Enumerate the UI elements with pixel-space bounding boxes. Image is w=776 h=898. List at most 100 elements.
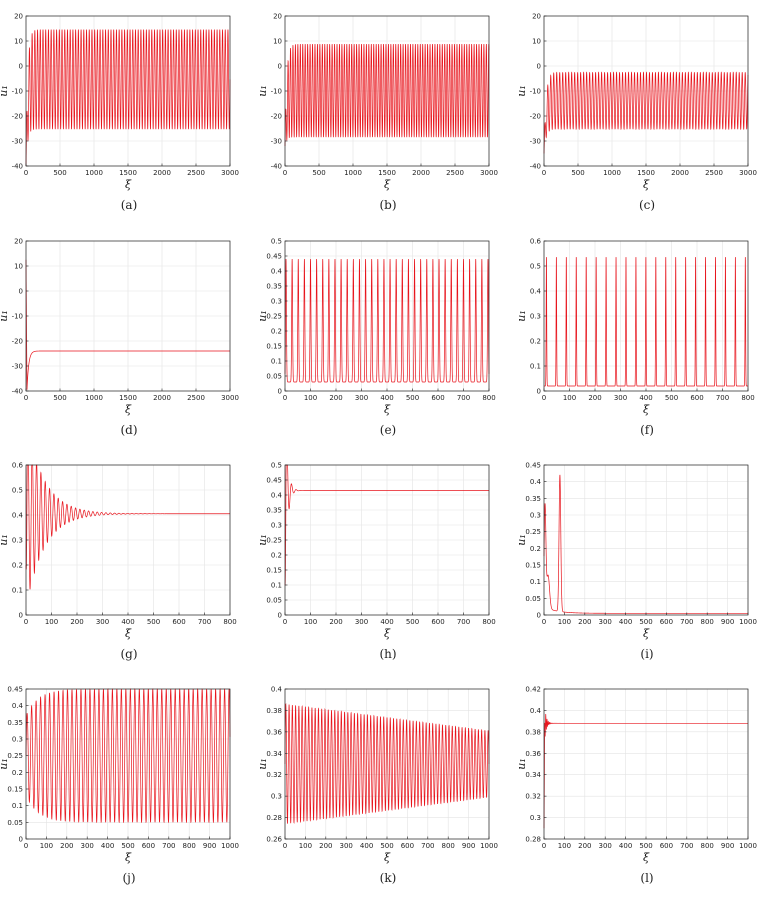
y-tick-label: -40 xyxy=(271,163,282,171)
x-tick-label: 500 xyxy=(406,618,419,626)
x-tick-label: 2500 xyxy=(446,169,464,177)
x-tick-label: 500 xyxy=(639,842,652,850)
y-tick-label: 0.5 xyxy=(271,238,282,246)
x-tick-label: 200 xyxy=(588,394,601,402)
x-tick-label: 700 xyxy=(457,618,470,626)
x-tick-label: 100 xyxy=(45,618,58,626)
y-tick-label: 0.3 xyxy=(271,522,282,530)
x-tick-label: 0 xyxy=(542,394,546,402)
x-axis-label: ξ xyxy=(384,627,391,640)
chart-svg-l: 0 100 200 300 400 500 600 700 800 900 1000 0.28 0.3 0… xyxy=(515,686,757,865)
x-tick-label: 0 xyxy=(24,169,28,177)
y-tick-label: 0 xyxy=(537,612,541,620)
series-line-f-0 xyxy=(544,257,748,387)
y-tick-label: 0.15 xyxy=(525,562,541,570)
y-tick-label: 0.5 xyxy=(271,462,282,470)
panel-caption: (a) xyxy=(120,198,138,212)
y-tick-label: 0.6 xyxy=(530,238,542,246)
y-tick-label: 0.2 xyxy=(530,338,541,346)
y-tick-label: 0.05 xyxy=(266,373,282,381)
x-tick-label: 500 xyxy=(53,169,66,177)
y-tick-label: -40 xyxy=(530,163,541,171)
series-line-l-0 xyxy=(543,713,748,829)
x-tick-label: 1000 xyxy=(344,169,362,177)
chart-panel-f: 0 100 200 300 400 500 600 700 800 0 0.1 0.2 0.3 0.4 0.… xyxy=(515,225,776,449)
y-tick-label: 10 xyxy=(273,38,282,46)
x-tick-label: 600 xyxy=(401,842,414,850)
chart-svg-a: 0 500 1000 1500 2000 2500 3000 -40 -30 -20 -10 0 10 2… xyxy=(0,13,239,192)
y-tick-label: 0.4 xyxy=(530,288,542,296)
x-tick-label: 0 xyxy=(24,394,28,402)
y-tick-label: 0.25 xyxy=(7,752,23,760)
y-tick-label: 0.36 xyxy=(266,728,282,736)
y-tick-label: 0.15 xyxy=(7,786,23,794)
y-tick-label: 0.1 xyxy=(530,578,541,586)
x-tick-label: 200 xyxy=(578,842,591,850)
y-axis-label: u₁ xyxy=(515,758,528,770)
x-axis-label: ξ xyxy=(643,178,650,191)
x-tick-label: 500 xyxy=(639,618,652,626)
x-axis-label: ξ xyxy=(643,851,650,864)
series-line-d-0 xyxy=(25,259,230,390)
x-tick-label: 1000 xyxy=(739,618,757,626)
x-tick-label: 900 xyxy=(721,842,734,850)
x-tick-label: 3000 xyxy=(221,394,239,402)
y-tick-label: 0.3 xyxy=(530,814,541,822)
chart-svg-b: 0 500 1000 1500 2000 2500 3000 -40 -30 -20 -10 0 10 2… xyxy=(256,13,498,192)
series-line-b-0 xyxy=(284,43,490,147)
y-tick-label: 0.45 xyxy=(266,477,282,485)
y-tick-label: -30 xyxy=(12,363,23,371)
x-tick-label: 0 xyxy=(24,618,28,626)
x-tick-label: 2000 xyxy=(412,169,430,177)
panel-caption: (f) xyxy=(640,423,654,437)
panel-caption: (l) xyxy=(640,871,654,885)
chart-svg-j: 0 100 200 300 400 500 600 700 800 900 1000 0 0.05 0.1… xyxy=(0,686,239,865)
x-tick-label: 1000 xyxy=(85,394,103,402)
y-tick-label: -30 xyxy=(271,138,282,146)
chart-svg-k: 0 100 200 300 400 500 600 700 800 900 1000 0.26 0.28… xyxy=(256,686,498,865)
x-tick-label: 800 xyxy=(442,842,455,850)
y-tick-label: 0.6 xyxy=(12,462,24,470)
y-tick-label: 10 xyxy=(14,263,23,271)
x-tick-label: 2500 xyxy=(187,394,205,402)
x-tick-label: 800 xyxy=(482,618,495,626)
x-tick-label: 600 xyxy=(431,618,444,626)
y-tick-label: 0.2 xyxy=(530,545,541,553)
y-tick-label: 0 xyxy=(19,288,23,296)
x-tick-label: 200 xyxy=(578,618,591,626)
x-tick-label: 300 xyxy=(355,618,368,626)
y-tick-label: 0.05 xyxy=(7,819,23,827)
y-tick-label: -10 xyxy=(12,313,23,321)
chart-panel-j: 0 100 200 300 400 500 600 700 800 900 1000 0 0.05 0.1… xyxy=(0,673,258,897)
y-tick-label: 0.45 xyxy=(266,253,282,261)
x-axis-label: ξ xyxy=(384,178,391,191)
x-tick-label: 800 xyxy=(223,618,236,626)
y-tick-label: 0.3 xyxy=(530,313,541,321)
y-tick-label: 0.32 xyxy=(266,771,282,779)
panel-caption: (d) xyxy=(120,423,138,437)
y-tick-label: -20 xyxy=(530,113,541,121)
y-tick-label: 20 xyxy=(532,13,541,21)
x-tick-label: 3000 xyxy=(739,169,757,177)
x-tick-label: 100 xyxy=(299,842,312,850)
x-tick-label: 2000 xyxy=(153,169,171,177)
y-tick-label: 0.5 xyxy=(12,487,23,495)
x-tick-label: 2500 xyxy=(187,169,205,177)
y-tick-label: 0.1 xyxy=(12,587,23,595)
y-axis-label: u₁ xyxy=(0,534,10,546)
series-line-g-0 xyxy=(25,464,230,590)
chart-svg-c: 0 500 1000 1500 2000 2500 3000 -40 -30 -20 -10 0 10 2… xyxy=(515,13,757,192)
y-tick-label: 0.05 xyxy=(525,595,541,603)
chart-panel-d: 0 500 1000 1500 2000 2500 3000 -40 -30 -20 -10 0 10 2… xyxy=(0,225,258,449)
x-tick-label: 900 xyxy=(721,618,734,626)
x-tick-label: 900 xyxy=(462,842,475,850)
chart-svg-h: 0 100 200 300 400 500 600 700 800 0 0.05 0.1 0.15 0.2… xyxy=(256,462,496,641)
x-tick-label: 700 xyxy=(680,842,693,850)
x-tick-label: 400 xyxy=(380,618,393,626)
x-tick-label: 300 xyxy=(599,618,612,626)
y-tick-label: 0.1 xyxy=(271,582,282,590)
chart-panel-b: 0 500 1000 1500 2000 2500 3000 -40 -30 -20 -10 0 10 2… xyxy=(256,0,517,224)
y-tick-label: 0.45 xyxy=(525,462,541,470)
y-tick-label: 0.2 xyxy=(12,769,23,777)
y-tick-label: 0.4 xyxy=(271,268,283,276)
